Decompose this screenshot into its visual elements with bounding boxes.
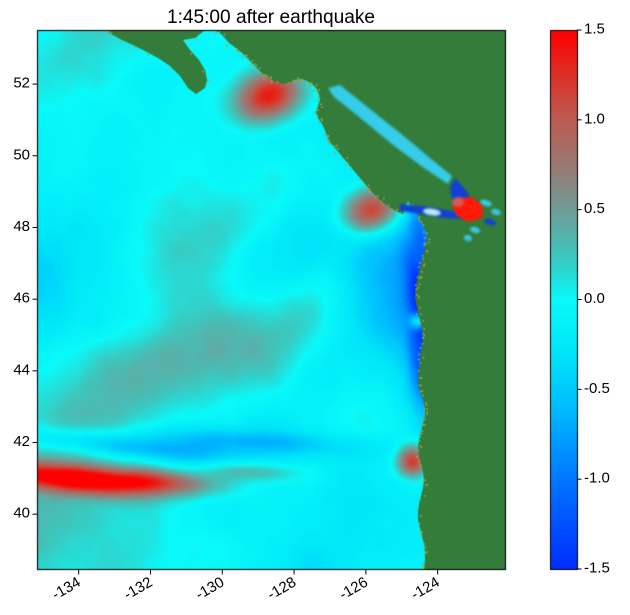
svg-text:-132: -132: [121, 574, 156, 604]
svg-text:44: 44: [13, 361, 30, 378]
svg-text:-126: -126: [336, 574, 371, 604]
svg-text:-1.5: -1.5: [584, 560, 610, 577]
svg-text:52: 52: [13, 75, 30, 92]
svg-text:0.5: 0.5: [584, 200, 605, 217]
svg-text:-128: -128: [265, 574, 300, 604]
svg-text:50: 50: [13, 146, 30, 163]
svg-text:-130: -130: [193, 574, 228, 604]
svg-text:48: 48: [13, 218, 30, 235]
svg-text:-124: -124: [408, 574, 443, 604]
svg-text:42: 42: [13, 433, 30, 450]
svg-text:46: 46: [13, 290, 30, 307]
svg-text:-1.0: -1.0: [584, 470, 610, 487]
svg-text:-0.5: -0.5: [584, 380, 610, 397]
svg-text:1.0: 1.0: [584, 110, 605, 127]
svg-text:-134: -134: [49, 574, 84, 604]
svg-text:1.5: 1.5: [584, 21, 605, 38]
svg-text:0.0: 0.0: [584, 290, 605, 307]
svg-text:40: 40: [13, 505, 30, 522]
